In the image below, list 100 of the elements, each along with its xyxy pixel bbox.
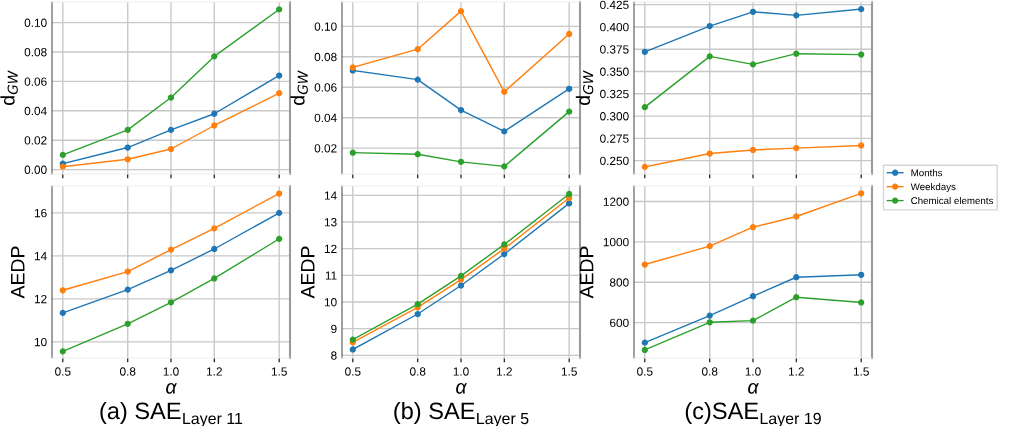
legend-label: Weekdays: [910, 183, 956, 193]
point: [706, 312, 713, 319]
y-tick-label: 9: [331, 324, 337, 334]
point: [276, 90, 283, 97]
y-tick-label: 0.10: [24, 18, 47, 27]
y-axis-title: AEDP: [301, 246, 315, 299]
point: [501, 245, 508, 252]
x-tick-label: 0.5: [345, 367, 361, 376]
y-tick-label: 0.425: [600, 0, 629, 10]
y-tick-label: 0.06: [24, 77, 47, 86]
point: [167, 246, 175, 253]
point: [414, 151, 421, 158]
x-tick-label: 1.0: [163, 367, 179, 376]
point: [858, 6, 865, 13]
y-axis-title: AEDP: [11, 246, 25, 299]
y-tick-label: 10: [34, 337, 47, 347]
point: [457, 272, 465, 279]
point: [749, 317, 757, 324]
point: [414, 76, 421, 83]
point: [641, 163, 648, 170]
x-axis-title: α: [456, 383, 467, 394]
x-tick-label: 0.8: [409, 367, 426, 376]
point: [59, 309, 66, 316]
point: [414, 310, 421, 318]
point: [793, 294, 800, 301]
x-tick-label: 0.5: [637, 367, 653, 376]
point: [276, 235, 283, 243]
point: [749, 8, 757, 15]
point: [124, 156, 131, 163]
point: [124, 144, 131, 151]
point: [124, 286, 131, 293]
point: [211, 245, 218, 253]
point: [706, 53, 713, 60]
x-tick-label: 0.8: [701, 367, 718, 376]
y-tick-label: 0.375: [600, 45, 629, 54]
point: [858, 271, 865, 278]
y-tick-label: 11: [325, 271, 337, 280]
point: [566, 85, 573, 92]
y-tick-label: 16: [34, 208, 47, 218]
point: [858, 51, 865, 58]
x-tick-label: 1.0: [745, 367, 761, 376]
y-axis-title: d$_{GW}$: [575, 70, 594, 105]
y-tick-label: 0.325: [600, 89, 629, 99]
point: [211, 275, 218, 282]
point: [793, 274, 800, 281]
point: [349, 346, 356, 353]
x-axis-title: α: [748, 383, 759, 394]
x-tick-label: 1.5: [853, 367, 869, 376]
y-tick-label: 0.08: [24, 48, 47, 57]
point: [276, 72, 283, 79]
point: [501, 250, 508, 258]
y-tick-label: 12: [34, 294, 47, 304]
y-tick-label: 12: [324, 244, 337, 253]
y-axis-title: d$_{GW}$: [290, 70, 308, 105]
point: [167, 299, 175, 306]
point: [641, 261, 648, 268]
x-tick-label: 0.8: [119, 367, 136, 376]
point: [59, 348, 66, 355]
point: [706, 22, 713, 30]
y-tick-label: 0.400: [600, 22, 629, 32]
point: [501, 241, 508, 248]
point: [124, 268, 131, 275]
point: [793, 50, 800, 57]
y-tick-label: 0.275: [600, 134, 629, 143]
point: [501, 88, 508, 95]
point: [59, 287, 66, 294]
point: [276, 209, 283, 217]
point: [749, 224, 757, 231]
point: [167, 145, 175, 153]
y-tick-label: 10: [324, 298, 337, 307]
point: [566, 190, 573, 198]
point: [211, 225, 218, 232]
y-axis-title: d$_{GW}$: [0, 70, 18, 105]
point: [124, 320, 131, 327]
y-tick-label: 0.02: [314, 144, 337, 153]
y-tick-label: 0.00: [24, 165, 47, 174]
point: [641, 346, 648, 354]
point: [793, 213, 800, 220]
point: [501, 128, 508, 135]
point: [566, 108, 573, 115]
x-tick-label: 1.5: [271, 367, 287, 376]
point: [457, 158, 465, 165]
point: [457, 282, 465, 289]
y-tick-label: 0.300: [600, 112, 629, 121]
point: [858, 190, 865, 197]
legend-label: Chemical elements: [911, 196, 994, 205]
point: [793, 145, 800, 152]
point: [414, 46, 421, 53]
point: [211, 53, 218, 60]
point: [749, 293, 757, 300]
point: [457, 8, 465, 15]
y-tick-label: 0.04: [314, 113, 337, 123]
x-tick-label: 1.2: [206, 367, 222, 376]
x-tick-label: 1.0: [453, 367, 469, 376]
y-tick-label: 8: [331, 351, 337, 360]
x-tick-label: 0.5: [55, 367, 71, 376]
point: [59, 151, 66, 159]
point: [749, 146, 757, 154]
x-tick-label: 1.2: [788, 367, 804, 376]
y-tick-label: 0.250: [600, 156, 629, 166]
